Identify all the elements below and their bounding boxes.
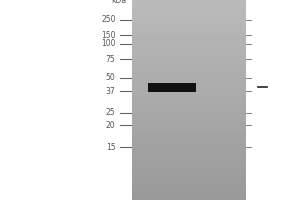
Bar xyxy=(148,82,196,92)
Text: 25: 25 xyxy=(106,108,116,117)
Text: 37: 37 xyxy=(106,87,116,96)
Text: 75: 75 xyxy=(106,54,116,64)
Text: 15: 15 xyxy=(106,142,116,152)
Text: 50: 50 xyxy=(106,73,116,82)
Text: 150: 150 xyxy=(101,30,116,40)
Text: 250: 250 xyxy=(101,16,116,24)
Text: kDa: kDa xyxy=(111,0,126,5)
Text: 100: 100 xyxy=(101,40,116,48)
Text: 20: 20 xyxy=(106,120,116,130)
